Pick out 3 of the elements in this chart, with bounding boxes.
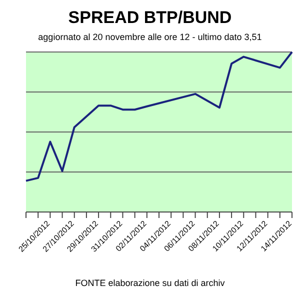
source-note: FONTE elaborazione su dati di archiv	[75, 278, 225, 288]
chart-subtitle: aggiornato al 20 novembre alle ore 12 - ultimo dato 3,51	[37, 32, 263, 42]
chart-title: SPREAD BTP/BUND	[67, 8, 233, 28]
